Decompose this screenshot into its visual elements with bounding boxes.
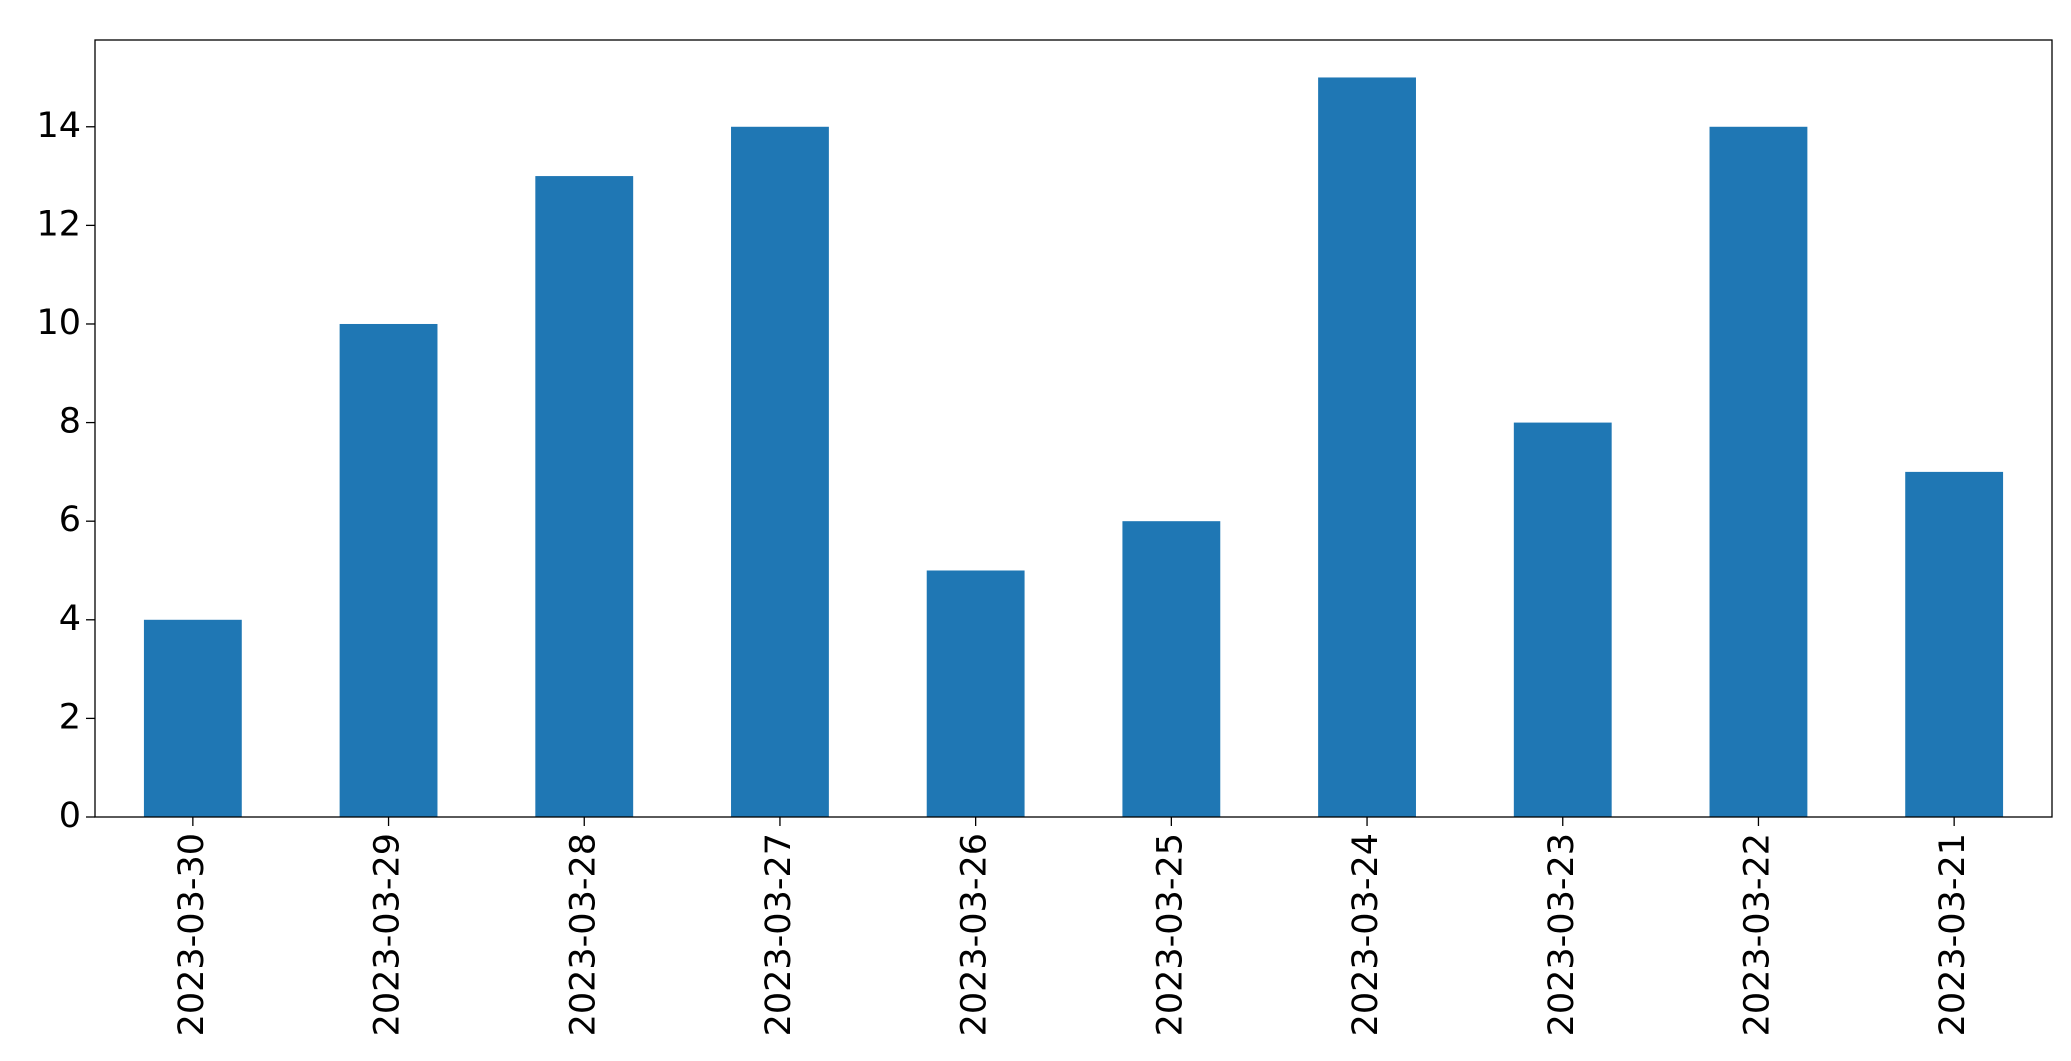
bar bbox=[1513, 422, 1612, 817]
bar bbox=[1709, 126, 1808, 817]
x-tick-label: 2023-03-24 bbox=[1346, 833, 1386, 1036]
x-tick-label: 2023-03-22 bbox=[1737, 833, 1777, 1036]
bar bbox=[1122, 521, 1221, 817]
x-tick-label: 2023-03-27 bbox=[759, 833, 799, 1036]
x-tick-label: 2023-03-25 bbox=[1150, 833, 1190, 1036]
y-tick-label: 14 bbox=[36, 106, 81, 146]
x-tick-label: 2023-03-26 bbox=[955, 833, 995, 1036]
y-tick-label: 6 bbox=[59, 500, 81, 540]
y-tick-label: 8 bbox=[59, 402, 81, 442]
y-tick-label: 2 bbox=[59, 697, 81, 737]
y-tick-label: 12 bbox=[36, 204, 81, 244]
bar bbox=[535, 176, 634, 817]
x-tick-label: 2023-03-29 bbox=[368, 833, 408, 1036]
x-tick-label: 2023-03-28 bbox=[563, 833, 603, 1036]
y-tick-label: 10 bbox=[36, 303, 81, 343]
x-tick-label: 2023-03-21 bbox=[1933, 833, 1973, 1036]
bar bbox=[926, 570, 1025, 817]
bar bbox=[1318, 77, 1416, 817]
plot-frame bbox=[94, 39, 2053, 818]
bar bbox=[339, 323, 438, 817]
bar bbox=[731, 126, 829, 817]
y-tick-label: 0 bbox=[59, 796, 81, 836]
y-tick-label: 4 bbox=[59, 599, 81, 639]
bar bbox=[143, 619, 242, 817]
x-tick-label: 2023-03-23 bbox=[1542, 833, 1582, 1036]
bar bbox=[1905, 471, 2004, 817]
x-tick-label: 2023-03-30 bbox=[172, 833, 212, 1036]
